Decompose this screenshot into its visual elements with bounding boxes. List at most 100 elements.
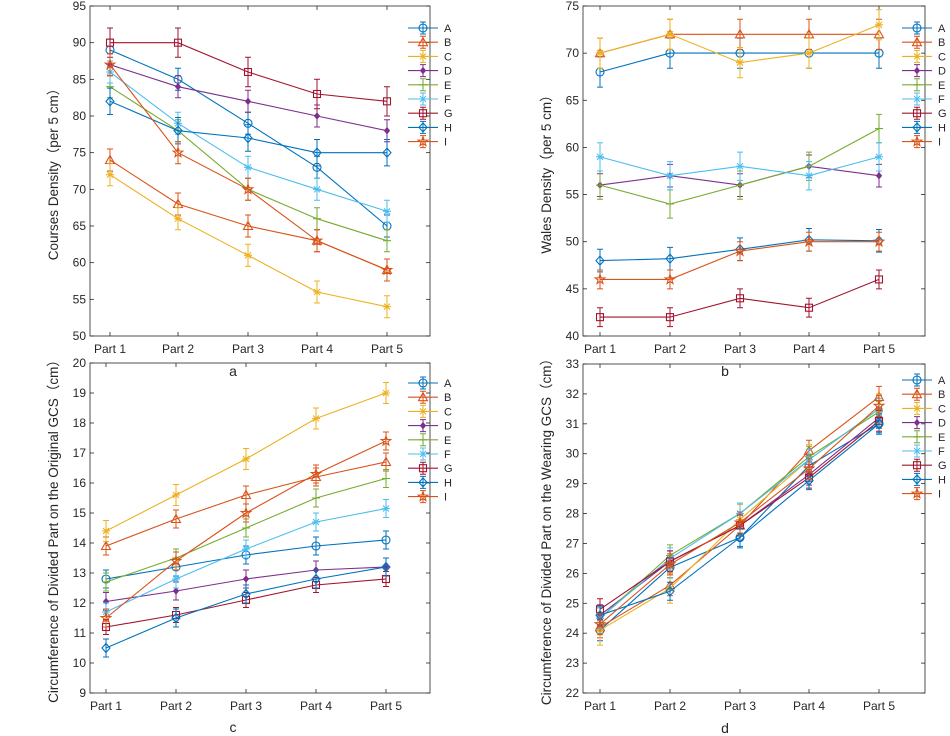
legend-label-D: D bbox=[938, 418, 946, 430]
legend-marker-E bbox=[913, 80, 921, 89]
y-tick-label: 85 bbox=[73, 72, 87, 86]
data-point bbox=[99, 611, 113, 624]
legend-label-G: G bbox=[444, 463, 453, 475]
legend-label-F: F bbox=[938, 94, 945, 106]
error-bar bbox=[597, 613, 603, 636]
error-bar bbox=[103, 638, 109, 658]
panel-letter-b: b bbox=[721, 363, 729, 379]
legend-marker-B bbox=[417, 391, 429, 402]
error-bar bbox=[384, 258, 390, 282]
y-tick-label: 26 bbox=[566, 566, 580, 580]
y-tick-label: 29 bbox=[566, 477, 580, 491]
y-tick-label: 10 bbox=[73, 656, 87, 670]
error-bar bbox=[876, 394, 882, 417]
legend-label-C: C bbox=[444, 406, 452, 418]
x-tick-label: Part 1 bbox=[584, 342, 616, 356]
legend-label-I: I bbox=[938, 137, 941, 149]
legend-marker-E bbox=[419, 435, 427, 444]
data-point bbox=[383, 126, 391, 135]
legend-label-B: B bbox=[444, 37, 451, 49]
y-tick-label: 11 bbox=[74, 626, 87, 640]
y-tick-label: 31 bbox=[566, 417, 580, 431]
data-point bbox=[596, 49, 604, 58]
error-bar bbox=[313, 536, 319, 556]
data-point bbox=[101, 642, 111, 654]
legend-label-A: A bbox=[938, 375, 946, 387]
data-point bbox=[666, 30, 674, 39]
y-tick-label: 95 bbox=[73, 0, 87, 13]
data-point bbox=[102, 578, 110, 586]
legend-marker-C bbox=[419, 407, 427, 416]
data-point bbox=[310, 234, 324, 247]
legend-label-G: G bbox=[444, 108, 453, 120]
error-bar bbox=[314, 78, 320, 110]
data-point bbox=[736, 181, 744, 190]
legend-marker-G bbox=[418, 109, 428, 118]
x-tick-label: Part 4 bbox=[300, 699, 332, 713]
y-tick-label: 27 bbox=[566, 536, 580, 550]
error-bar bbox=[667, 307, 673, 328]
y-tick-label: 19 bbox=[73, 386, 87, 400]
panel-letter-c: c bbox=[230, 719, 237, 735]
legend-marker-H bbox=[418, 122, 428, 133]
data-point bbox=[383, 302, 391, 311]
plot-area-frame bbox=[89, 362, 431, 694]
data-point bbox=[244, 97, 252, 106]
data-point bbox=[665, 253, 675, 265]
data-point bbox=[734, 28, 746, 39]
data-point bbox=[174, 82, 182, 91]
y-tick-label: 32 bbox=[566, 387, 580, 401]
error-bar bbox=[175, 141, 181, 165]
error-bar bbox=[245, 214, 251, 238]
y-tick-label: 60 bbox=[73, 256, 87, 270]
data-point bbox=[735, 532, 745, 543]
legend-marker-C bbox=[913, 52, 921, 61]
data-point bbox=[174, 214, 182, 223]
legend-label-C: C bbox=[938, 51, 946, 63]
y-tick-label: 90 bbox=[73, 36, 87, 50]
data-point bbox=[173, 38, 183, 47]
x-tick-label: Part 2 bbox=[654, 342, 686, 356]
data-point bbox=[874, 418, 884, 430]
y-tick-label: 45 bbox=[566, 282, 580, 296]
x-tick-label: Part 4 bbox=[301, 342, 333, 356]
y-tick-label: 18 bbox=[73, 416, 87, 430]
data-point bbox=[875, 20, 883, 29]
data-point bbox=[311, 573, 321, 585]
error-bar bbox=[384, 139, 390, 167]
y-tick-label: 20 bbox=[73, 356, 87, 370]
error-bar bbox=[245, 124, 251, 152]
data-point bbox=[105, 38, 115, 47]
data-point bbox=[379, 434, 393, 447]
legend-marker-A bbox=[418, 378, 428, 388]
data-point bbox=[103, 58, 117, 71]
legend-label-B: B bbox=[938, 389, 945, 401]
error-bar bbox=[314, 139, 320, 167]
data-point bbox=[875, 171, 883, 180]
y-tick-label: 15 bbox=[73, 506, 87, 520]
legend-marker-C bbox=[419, 52, 427, 61]
legend-marker-B bbox=[417, 36, 429, 47]
data-point bbox=[381, 561, 391, 573]
error-bar bbox=[597, 307, 603, 328]
legend-label-I: I bbox=[444, 137, 447, 149]
legend-label-G: G bbox=[938, 108, 947, 120]
legend-marker-D bbox=[419, 66, 427, 75]
x-tick-label: Part 5 bbox=[863, 342, 895, 356]
data-point bbox=[242, 524, 250, 532]
legend-marker-F bbox=[419, 450, 427, 458]
panel-letter-d: d bbox=[721, 720, 729, 736]
data-point bbox=[239, 506, 253, 519]
y-tick-label: 17 bbox=[73, 446, 87, 460]
y-tick-label: 50 bbox=[566, 235, 580, 249]
legend-marker-I bbox=[416, 489, 430, 502]
y-tick-label: 55 bbox=[73, 292, 87, 306]
data-point bbox=[736, 162, 744, 171]
legend-marker-D bbox=[913, 418, 921, 427]
data-point bbox=[733, 515, 747, 528]
legend-marker-F bbox=[419, 95, 427, 103]
legend-label-E: E bbox=[938, 80, 945, 92]
data-point bbox=[243, 132, 253, 144]
legend-marker-E bbox=[419, 80, 427, 89]
